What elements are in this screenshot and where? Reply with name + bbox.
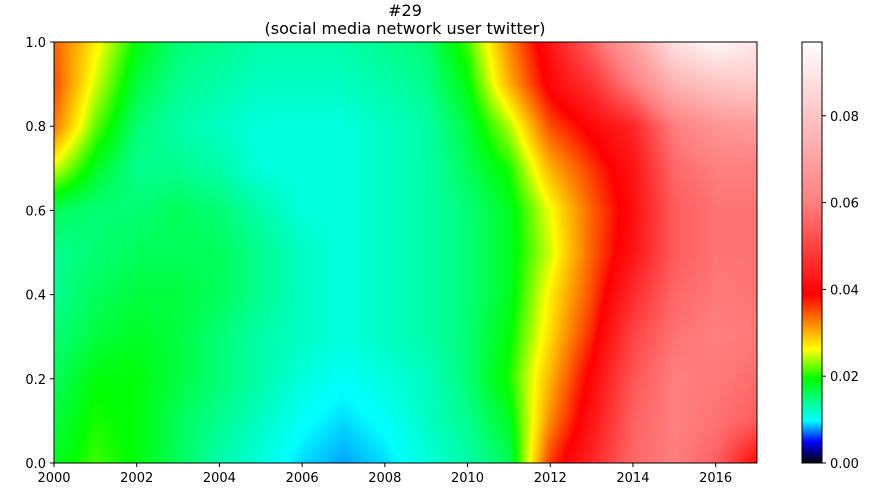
colorbar-frame (801, 41, 823, 464)
chart-subtitle: (social media network user twitter) (265, 19, 546, 38)
colorbar-tick-label: 0.00 (830, 457, 859, 472)
x-tick-label: 2008 (368, 471, 401, 486)
y-tick-label: 0.2 (25, 373, 46, 388)
y-tick-label: 0.4 (25, 289, 46, 304)
x-tick-label: 2006 (286, 471, 319, 486)
x-tick-label: 2016 (699, 471, 732, 486)
x-tick-label: 2004 (203, 471, 236, 486)
x-tick-label: 2012 (534, 471, 567, 486)
heatmap-canvas (54, 42, 757, 463)
y-tick-label: 0.6 (25, 204, 46, 219)
y-axis: 0.0 0.2 0.4 0.6 0.8 1.0 (25, 36, 54, 472)
colorbar-axis: 0.00 0.02 0.04 0.06 0.08 (822, 110, 859, 472)
x-tick-label: 2000 (37, 471, 70, 486)
x-axis: 2000 2002 2004 2006 2008 2010 2012 2014 2016 (37, 463, 732, 486)
colorbar-tick-label: 0.04 (830, 283, 859, 298)
x-tick-label: 2002 (120, 471, 153, 486)
chart-title: #29 (388, 1, 422, 20)
colorbar-tick-label: 0.06 (830, 197, 859, 212)
colorbar-tick-label: 0.08 (830, 110, 859, 125)
colorbar (802, 42, 822, 463)
x-tick-label: 2014 (616, 471, 649, 486)
heatmap-area (54, 42, 757, 463)
plot-frame (53, 41, 758, 464)
y-tick-label: 0.0 (25, 457, 46, 472)
y-tick-label: 0.8 (25, 120, 46, 135)
colorbar-tick-label: 0.02 (830, 370, 859, 385)
y-tick-label: 1.0 (25, 36, 46, 51)
x-tick-label: 2010 (451, 471, 484, 486)
